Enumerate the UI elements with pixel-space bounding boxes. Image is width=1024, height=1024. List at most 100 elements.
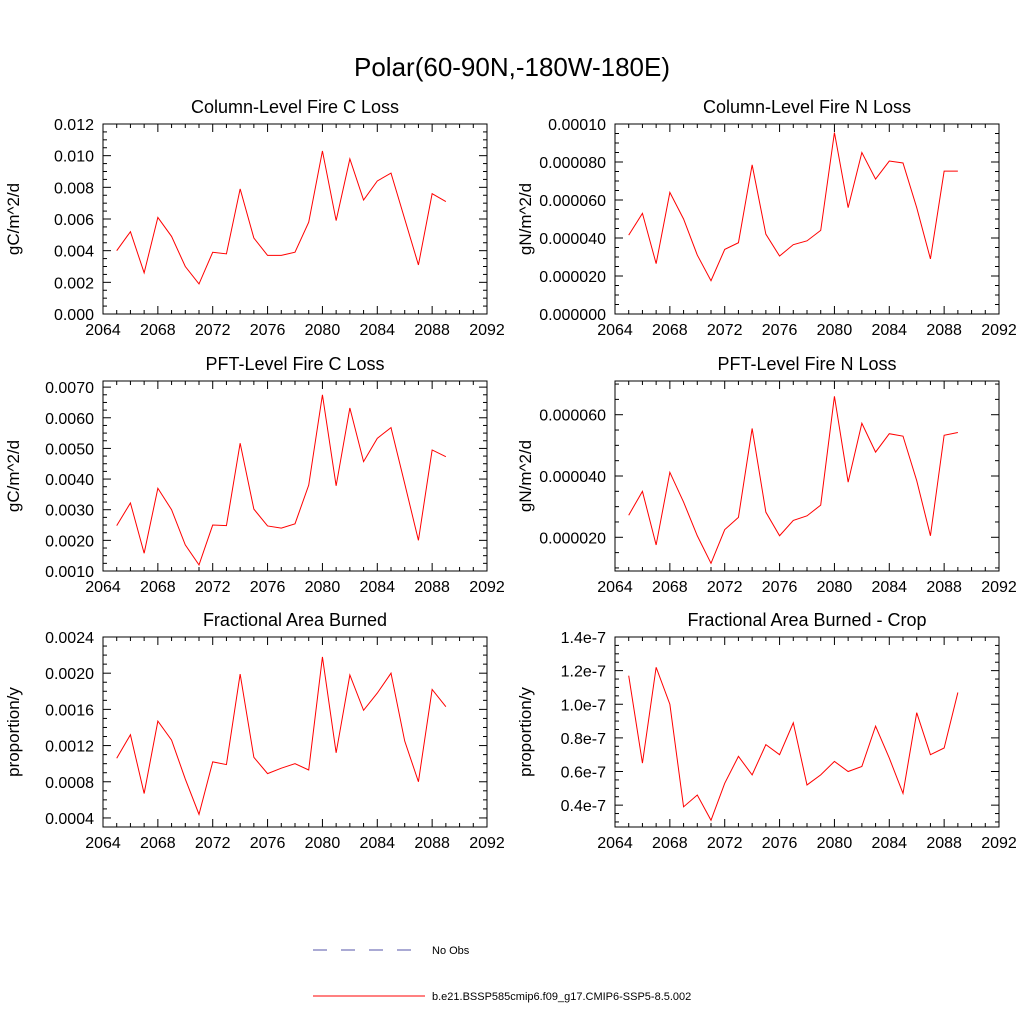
x-tick-label: 2084 bbox=[359, 835, 395, 852]
x-tick-label: 2064 bbox=[85, 322, 121, 339]
y-tick-label: 0.00010 bbox=[548, 117, 606, 134]
y-tick-label: 0.006 bbox=[54, 212, 94, 229]
y-tick-label: 0.0070 bbox=[45, 380, 94, 397]
x-tick-label: 2088 bbox=[926, 322, 962, 339]
figure-title: Polar(60-90N,-180W-180E) bbox=[354, 52, 670, 82]
y-tick-label: 0.000020 bbox=[539, 530, 606, 547]
y-tick-label: 1.2e-7 bbox=[561, 664, 606, 681]
y-tick-label: 0.0008 bbox=[45, 775, 94, 792]
legend-label-no-obs: No Obs bbox=[432, 945, 470, 957]
x-tick-label: 2088 bbox=[926, 835, 962, 852]
x-tick-label: 2064 bbox=[85, 579, 121, 596]
y-tick-label: 0.000020 bbox=[539, 269, 606, 286]
series-line bbox=[116, 656, 447, 816]
y-tick-label: 0.000060 bbox=[539, 408, 606, 425]
chart-fractional-area-burned: Fractional Area Burned proportion/y 2064 20… bbox=[4, 610, 505, 852]
chart-column-level-fire-c-loss: Column-Level Fire C Loss gC/m^2/d 2064 2068… bbox=[4, 97, 505, 339]
x-tick-label: 2084 bbox=[871, 579, 907, 596]
x-tick-label: 2080 bbox=[817, 579, 853, 596]
y-tick-label: 0.0050 bbox=[45, 441, 94, 458]
panel-title: Column-Level Fire C Loss bbox=[191, 97, 399, 117]
y-tick-label: 0.004 bbox=[54, 244, 94, 261]
chart-panels: Column-Level Fire C Loss gC/m^2/d 2064 2068… bbox=[4, 97, 1017, 852]
chart-pft-level-fire-n-loss: PFT-Level Fire N Loss gN/m^2/d 2064 2068 207… bbox=[516, 354, 1017, 596]
y-tick-label: 0.000 bbox=[54, 307, 94, 324]
x-tick-label: 2072 bbox=[707, 835, 743, 852]
series-line bbox=[628, 667, 959, 822]
x-tick-label: 2080 bbox=[305, 835, 341, 852]
x-tick-label: 2076 bbox=[762, 322, 798, 339]
y-tick-label: 0.002 bbox=[54, 275, 94, 292]
x-tick-label: 2092 bbox=[981, 322, 1017, 339]
y-axis-label: gN/m^2/d bbox=[516, 183, 535, 255]
x-tick-label: 2064 bbox=[85, 835, 121, 852]
y-tick-label: 0.000060 bbox=[539, 193, 606, 210]
plot-frame bbox=[614, 636, 1000, 828]
plot-frame bbox=[102, 123, 488, 315]
legend: No Obs b.e21.BSSP585cmip6.f09_g17.CMIP6-… bbox=[313, 945, 691, 1003]
y-tick-label: 0.4e-7 bbox=[561, 798, 606, 815]
series-line bbox=[628, 396, 958, 565]
panel-title: PFT-Level Fire N Loss bbox=[717, 354, 896, 374]
x-tick-label: 2084 bbox=[359, 322, 395, 339]
x-tick-label: 2068 bbox=[652, 835, 688, 852]
x-tick-label: 2068 bbox=[140, 835, 176, 852]
y-tick-label: 0.008 bbox=[54, 180, 94, 197]
y-tick-label: 0.000000 bbox=[539, 307, 606, 324]
x-tick-label: 2072 bbox=[195, 322, 231, 339]
x-tick-label: 2092 bbox=[469, 322, 505, 339]
x-tick-label: 2068 bbox=[140, 579, 176, 596]
x-tick-label: 2088 bbox=[414, 322, 450, 339]
y-axis-label: gN/m^2/d bbox=[516, 440, 535, 512]
plot-frame bbox=[614, 380, 1000, 572]
panel-title: PFT-Level Fire C Loss bbox=[205, 354, 384, 374]
y-tick-label: 0.0020 bbox=[45, 533, 94, 550]
x-tick-label: 2080 bbox=[305, 579, 341, 596]
y-tick-label: 0.000080 bbox=[539, 155, 606, 172]
x-tick-label: 2076 bbox=[250, 322, 286, 339]
x-tick-label: 2092 bbox=[469, 579, 505, 596]
x-tick-label: 2088 bbox=[414, 835, 450, 852]
x-tick-label: 2092 bbox=[981, 579, 1017, 596]
chart-column-level-fire-n-loss: Column-Level Fire N Loss gN/m^2/d 2064 2068… bbox=[516, 97, 1017, 339]
series-line bbox=[116, 394, 447, 566]
x-tick-label: 2080 bbox=[305, 322, 341, 339]
x-tick-label: 2072 bbox=[707, 322, 743, 339]
y-tick-label: 0.0024 bbox=[45, 630, 94, 647]
series-line bbox=[628, 132, 958, 282]
y-tick-label: 0.0020 bbox=[45, 666, 94, 683]
x-tick-label: 2084 bbox=[871, 835, 907, 852]
x-tick-label: 2080 bbox=[817, 322, 853, 339]
chart-pft-level-fire-c-loss: PFT-Level Fire C Loss gC/m^2/d 2064 2068 207… bbox=[4, 354, 505, 596]
plot-frame bbox=[102, 636, 488, 828]
y-axis-label: gC/m^2/d bbox=[4, 183, 23, 255]
panel-title: Fractional Area Burned - Crop bbox=[687, 610, 926, 630]
x-tick-label: 2088 bbox=[926, 579, 962, 596]
x-tick-label: 2076 bbox=[762, 579, 798, 596]
y-tick-label: 0.0010 bbox=[45, 564, 94, 581]
y-tick-label: 0.000040 bbox=[539, 469, 606, 486]
y-axis-label: proportion/y bbox=[516, 687, 535, 777]
x-tick-label: 2072 bbox=[707, 579, 743, 596]
y-tick-label: 0.0004 bbox=[45, 811, 94, 828]
x-tick-label: 2076 bbox=[250, 835, 286, 852]
y-axis-label: gC/m^2/d bbox=[4, 440, 23, 512]
y-tick-label: 0.010 bbox=[54, 149, 94, 166]
panel-title: Column-Level Fire N Loss bbox=[703, 97, 911, 117]
x-tick-label: 2072 bbox=[195, 835, 231, 852]
panel-title: Fractional Area Burned bbox=[203, 610, 387, 630]
x-tick-label: 2092 bbox=[981, 835, 1017, 852]
y-tick-label: 0.0060 bbox=[45, 411, 94, 428]
x-tick-label: 2068 bbox=[652, 579, 688, 596]
x-tick-label: 2084 bbox=[359, 579, 395, 596]
y-tick-label: 1.4e-7 bbox=[561, 630, 606, 647]
y-tick-label: 0.000040 bbox=[539, 231, 606, 248]
x-tick-label: 2084 bbox=[871, 322, 907, 339]
y-tick-label: 0.0016 bbox=[45, 702, 94, 719]
plot-frame bbox=[102, 380, 488, 572]
x-tick-label: 2092 bbox=[469, 835, 505, 852]
y-tick-label: 0.0030 bbox=[45, 503, 94, 520]
y-tick-label: 1.0e-7 bbox=[561, 697, 606, 714]
x-tick-label: 2068 bbox=[652, 322, 688, 339]
